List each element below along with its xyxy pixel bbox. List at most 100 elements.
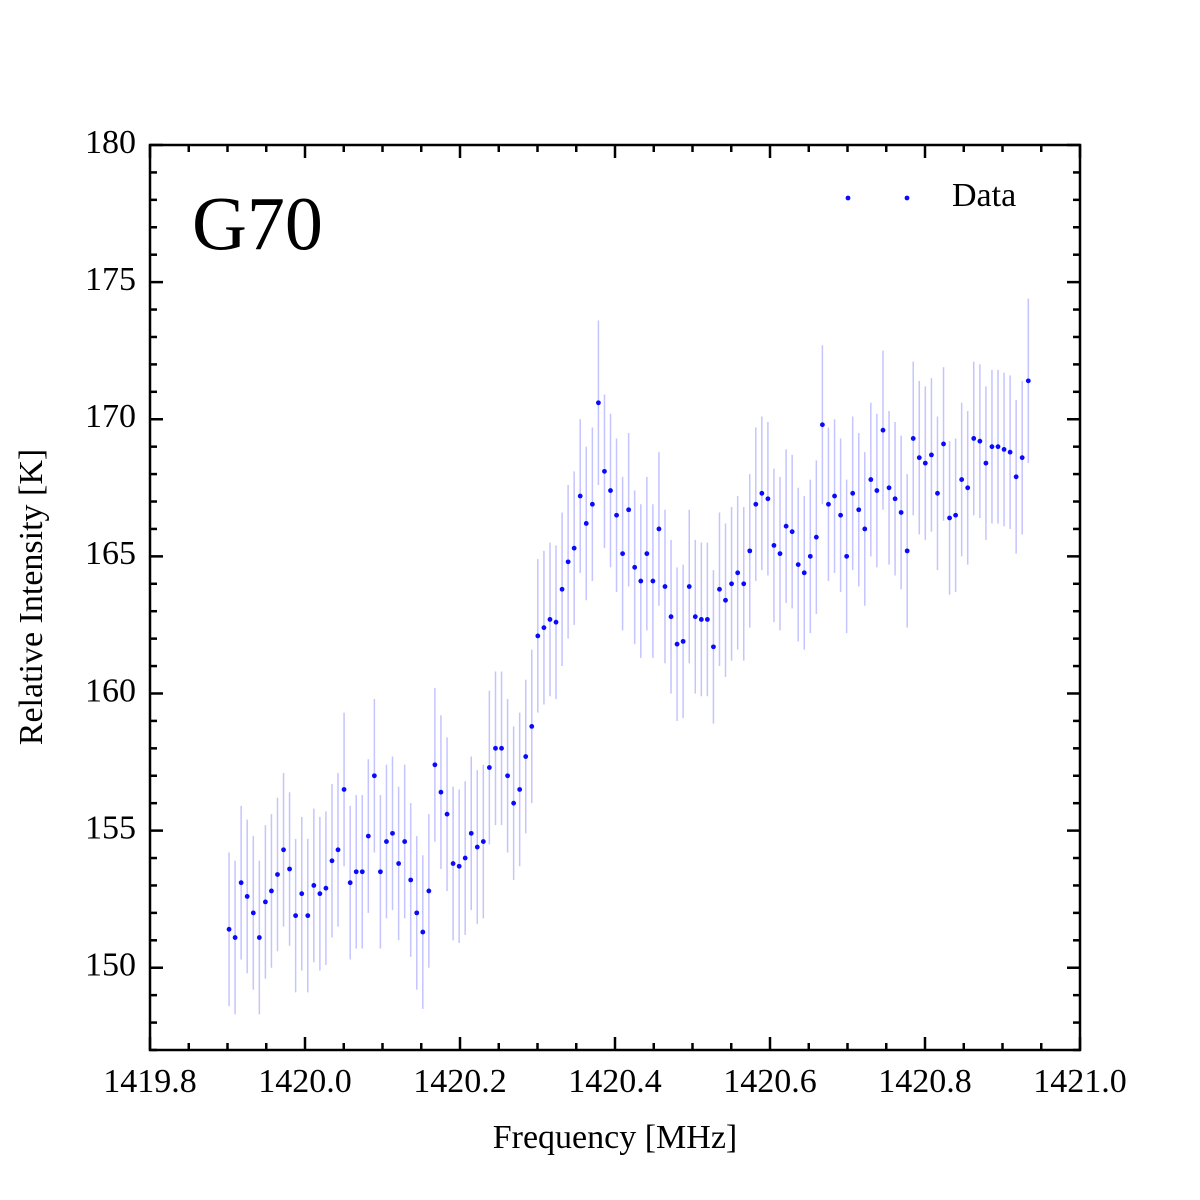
data-point — [359, 869, 365, 875]
data-point — [850, 490, 856, 496]
data-point — [347, 880, 353, 886]
data-point — [729, 581, 734, 587]
data-point — [299, 891, 305, 897]
data-point — [698, 617, 704, 622]
x-tick-label: 1420.6 — [723, 1063, 817, 1100]
data-point — [480, 839, 486, 844]
data-point — [620, 551, 625, 557]
legend-marker — [904, 195, 910, 201]
data-point — [329, 858, 335, 864]
data-point — [244, 894, 250, 899]
x-tick-label: 1420.2 — [413, 1063, 507, 1100]
data-point — [402, 839, 408, 844]
y-tick-label: 150 — [85, 947, 136, 984]
data-point — [341, 787, 347, 792]
data-point — [335, 847, 341, 853]
data-point — [281, 847, 286, 853]
x-tick-label: 1419.8 — [103, 1063, 197, 1100]
data-point — [1025, 378, 1031, 384]
data-point — [680, 638, 686, 644]
data-point — [365, 833, 371, 839]
data-point — [650, 578, 656, 584]
data-point — [232, 935, 238, 940]
data-point — [547, 617, 553, 622]
data-point — [378, 869, 383, 875]
data-point — [602, 468, 607, 474]
x-tick-label: 1420.8 — [878, 1063, 972, 1100]
data-point — [486, 765, 492, 770]
data-point — [735, 570, 741, 576]
data-point — [668, 614, 674, 620]
data-point — [965, 485, 971, 491]
data-point — [916, 455, 922, 461]
data-point — [535, 633, 541, 639]
plot-frame — [148, 143, 1082, 1052]
data-point — [493, 745, 498, 751]
data-point — [614, 512, 619, 518]
data-point — [1007, 449, 1013, 455]
data-point — [287, 866, 292, 872]
data-point — [717, 586, 722, 592]
data-point — [935, 490, 940, 496]
data-point — [704, 617, 710, 622]
y-axis-label: Relative Intensity [K] — [13, 449, 50, 745]
data-point — [456, 863, 462, 869]
data-point — [432, 762, 438, 768]
y-tick-label: 160 — [85, 672, 136, 709]
data-point — [862, 526, 868, 532]
data-point — [795, 562, 801, 567]
data-point — [523, 754, 529, 759]
data-point — [662, 584, 668, 589]
data-point — [450, 861, 456, 866]
data-point — [674, 641, 680, 647]
data-point — [474, 844, 480, 850]
data-point — [959, 477, 965, 482]
data-point — [608, 488, 613, 493]
data-point — [583, 521, 589, 526]
data-point — [880, 427, 886, 433]
data-point — [589, 501, 595, 507]
data-point — [420, 929, 426, 935]
data-point — [741, 581, 747, 587]
data-point — [250, 910, 256, 916]
data-point — [765, 496, 771, 502]
data-point — [438, 789, 444, 795]
data-point — [922, 460, 928, 466]
data-point — [505, 773, 510, 779]
data-point — [983, 460, 989, 466]
data-point — [323, 885, 329, 891]
data-point — [396, 861, 402, 866]
data-point — [317, 891, 323, 897]
data-point — [874, 488, 880, 493]
data-point — [723, 597, 728, 603]
data-point — [989, 444, 995, 450]
data-point — [826, 501, 831, 507]
data-point — [571, 545, 577, 551]
data-point — [269, 888, 274, 894]
data-point — [529, 723, 535, 729]
data-point — [747, 548, 753, 554]
data-point — [656, 526, 662, 532]
data-point — [262, 899, 268, 905]
data-point — [929, 452, 934, 458]
data-point — [711, 644, 716, 650]
data-point — [256, 935, 262, 940]
data-point — [626, 507, 632, 513]
data-point — [759, 490, 765, 496]
data-point — [541, 625, 547, 631]
data-point — [644, 551, 650, 557]
data-point — [789, 529, 795, 535]
data-point — [941, 441, 946, 447]
data-point — [995, 444, 1001, 450]
data-point — [305, 913, 311, 919]
data-point — [904, 548, 910, 554]
data-point — [638, 578, 644, 584]
data-point — [414, 910, 420, 916]
x-tick-label: 1420.4 — [568, 1063, 662, 1100]
annotation: G70 — [192, 182, 323, 266]
data-point — [596, 400, 601, 406]
data-point — [468, 830, 474, 836]
data-point — [771, 542, 777, 548]
data-point — [632, 564, 638, 570]
